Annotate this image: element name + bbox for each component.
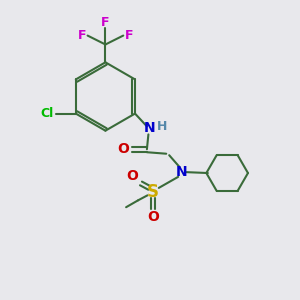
Text: F: F [101,16,110,29]
Text: F: F [125,29,134,42]
Text: F: F [77,29,86,42]
Text: Cl: Cl [40,107,53,120]
Text: O: O [147,210,159,224]
Text: O: O [117,142,129,156]
Text: O: O [127,169,139,183]
Text: N: N [144,121,156,135]
Text: N: N [175,164,187,178]
Text: S: S [147,183,159,201]
Text: H: H [157,121,167,134]
